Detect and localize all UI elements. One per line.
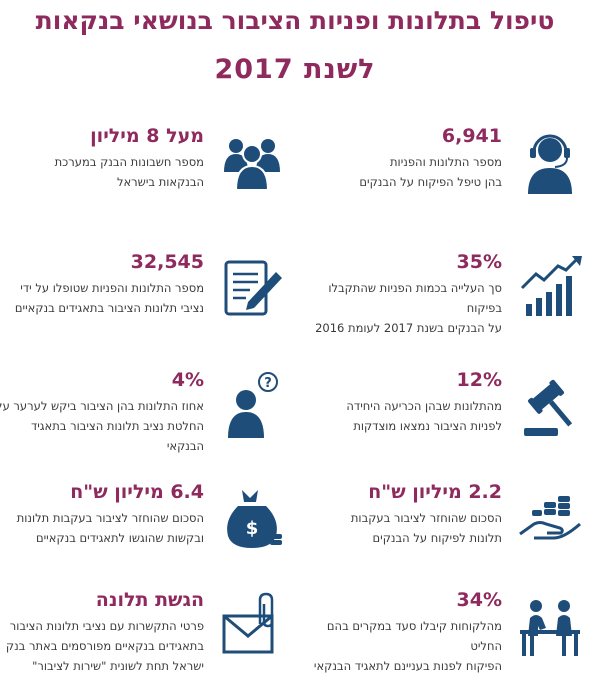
- stat-value: 12%: [456, 369, 502, 391]
- stat-description-line2: הפיקוח לפנות בעניינם לתאגיד הבנקאי: [313, 659, 502, 673]
- stat-description-line1: מהתלונות שבהן הכריעה היחידה: [346, 399, 502, 413]
- stat-description-line2: תלונות לפיקוח על הבנקים: [372, 531, 502, 545]
- stat-description-line2: על הבנקים בשנת 2017 לעומת 2016: [315, 321, 502, 335]
- stat-complaints-count: 6,941 מספר התלונות והפניות בהן טיפל הפיק…: [298, 125, 588, 236]
- stat-value: 34%: [456, 589, 502, 611]
- stat-value: 6.4 מיליון ש"ח: [70, 481, 204, 503]
- page-subtitle-year: לשנת 2017: [214, 54, 376, 85]
- stat-value: מעל 8 מיליון: [90, 125, 204, 147]
- envelope-paperclip-icon: [216, 590, 288, 662]
- page-title: טיפול בתלונות ופניות הציבור בנושאי בנקאו…: [35, 6, 555, 35]
- stat-description-line1: פרטי התקשרות עם נציבי תלונות הציבור: [9, 619, 204, 633]
- stat-value: 32,545: [130, 251, 204, 273]
- stat-description-line2: ובקשות שהוגשו לתאגידים בנקאיים: [35, 531, 204, 545]
- svg-text:?: ?: [264, 376, 272, 391]
- hand-coins-icon: [514, 482, 586, 554]
- stat-description-line1: מספר התלונות והפניות: [390, 155, 502, 169]
- stat-description-line1: מספר חשבונות הבנק במערכת: [54, 155, 204, 169]
- stat-description-line2: הבנקאות בישראל: [116, 175, 204, 189]
- stat-description-line2: לפניות הציבור נמצאו מוצדקות: [353, 419, 502, 433]
- stat-value: הגשת תלונה: [95, 589, 204, 611]
- stat-description-line1: הסכום שהוחזר לציבור בעקבות: [350, 511, 502, 525]
- stat-description-line2: בהן טיפל הפיקוח על הבנקים: [359, 175, 502, 189]
- gavel-icon: [514, 370, 586, 442]
- stat-value: 4%: [171, 369, 204, 391]
- stat-refund-supervisor: 2.2 מיליון ש"ח הסכום שהוחזר לציבור בעקבו…: [298, 481, 588, 592]
- group-of-people-icon: [216, 126, 288, 198]
- stat-refund-banks: $ 6.4 מיליון ש"ח הסכום שהוחזר לציבור בעק…: [0, 481, 290, 592]
- counter-service-icon: [514, 590, 586, 662]
- stat-description-line2: בתאגידים בנקאיים מפורסמים באתר בנק: [5, 639, 204, 653]
- svg-text:$: $: [246, 518, 259, 539]
- rising-bar-chart-icon: [514, 252, 586, 324]
- stat-handled-by-ombudsman: 32,545 מספר התלונות והפניות שטופלו על יד…: [0, 251, 290, 362]
- stat-description-line1: סך העלייה בכמות הפניות שהתקבלו בפיקוח: [328, 281, 502, 315]
- notepad-pencil-icon: [216, 252, 288, 324]
- stat-value: 6,941: [441, 125, 502, 147]
- stat-relief-percent: 34% מהלקוחות קיבלו סעד במקרים בהם החליט …: [298, 589, 588, 700]
- call-center-agent-icon: [514, 126, 586, 198]
- stat-value: 35%: [456, 251, 502, 273]
- stat-value: 2.2 מיליון ש"ח: [368, 481, 502, 503]
- stat-description-line1: מספר התלונות והפניות שטופלו על ידי: [20, 281, 204, 295]
- stat-description-line1: אחוז התלונות בהן הציבור ביקש לערער על: [0, 399, 204, 413]
- stat-bank-accounts: מעל 8 מיליון מספר חשבונות הבנק במערכת הב…: [0, 125, 290, 236]
- stat-description-line1: הסכום שהוחזר לציבור בעקבות תלונות: [16, 511, 204, 525]
- stat-increase-percent: 35% סך העלייה בכמות הפניות שהתקבלו בפיקו…: [298, 251, 588, 362]
- stat-description-line3: ישראל תחת לשונית "שירות לציבור": [32, 659, 204, 673]
- stat-description-line2: החלטת נציב תלונות הציבור בתאגיד הבנקאי: [30, 419, 204, 453]
- stat-appeal-percent: ? 4% אחוז התלונות בהן הציבור ביקש לערער …: [0, 369, 290, 480]
- stat-justified-complaints: 12% מהתלונות שבהן הכריעה היחידה לפניות ה…: [298, 369, 588, 480]
- stat-description-line1: מהלקוחות קיבלו סעד במקרים בהם החליט: [326, 619, 502, 653]
- stat-description-line2: נציבי תלונות הציבור בתאגידים בנקאיים: [14, 301, 204, 315]
- stat-file-complaint: הגשת תלונה פרטי התקשרות עם נציבי תלונות …: [0, 589, 290, 700]
- person-question-icon: ?: [216, 370, 288, 442]
- money-bag-icon: $: [216, 482, 288, 554]
